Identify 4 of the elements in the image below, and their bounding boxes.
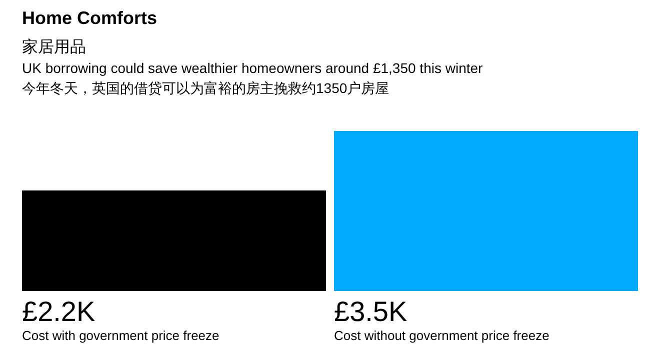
annotation: 今年冬天，英国的借贷可以为富裕的房主挽救约1350户房屋 (22, 80, 390, 96)
title: Home Comforts (22, 8, 158, 28)
annotation: UK borrowing could save wealthier homeowners around £1,350 this winter (22, 60, 483, 76)
subtitle: 家居用品 (22, 39, 86, 56)
